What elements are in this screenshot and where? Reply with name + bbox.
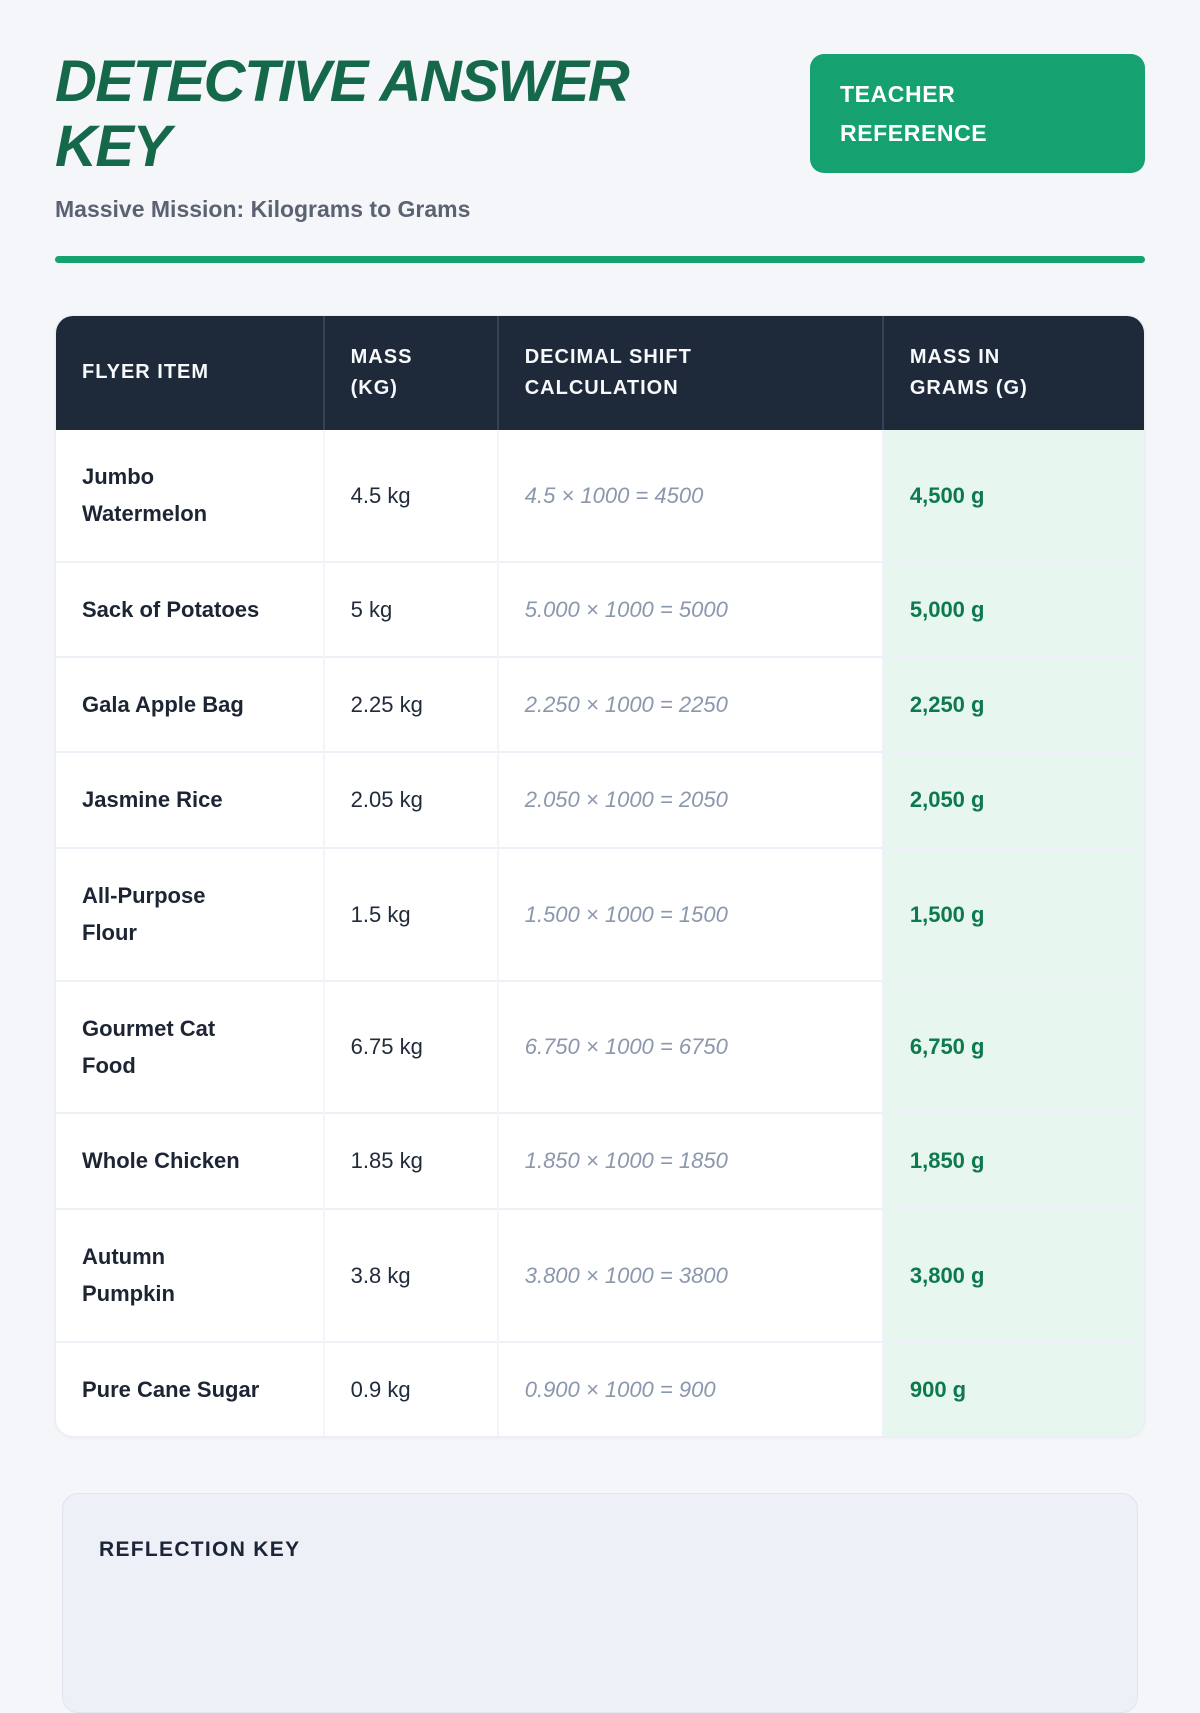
answer-table-header: FLYER ITEM MASS (KG) DECIMAL SHIFT CALCU… [56,315,1144,430]
table-row: All-Purpose Flour 1.5 kg 1.500 × 1000 = … [56,846,1144,981]
column-header-calculation: DECIMAL SHIFT CALCULATION [496,315,883,430]
mass-kg-cell: 4.5 kg [322,429,498,562]
flyer-item-label: Whole Chicken [82,1148,240,1174]
column-header-mass-kg: MASS (KG) [322,315,498,430]
flyer-item-cell: Sack of Potatoes [56,560,324,658]
mass-grams-cell: 4,500 g [881,429,1144,562]
table-row: Jasmine Rice 2.05 kg 2.050 × 1000 = 2050… [56,751,1144,848]
mass-kg-cell: 1.85 kg [322,1112,498,1209]
answer-table: FLYER ITEM MASS (KG) DECIMAL SHIFT CALCU… [56,315,1144,1436]
calculation-cell: 1.500 × 1000 = 1500 [496,846,883,981]
answer-table-container: FLYER ITEM MASS (KG) DECIMAL SHIFT CALCU… [55,314,1145,1437]
teacher-reference-badge: TEACHER REFERENCE [810,54,1145,174]
mass-grams-cell: 5,000 g [881,560,1144,658]
flyer-item-cell: Jumbo Watermelon [56,430,324,562]
mass-grams-cell: 1,850 g [881,1112,1144,1209]
mass-grams-cell: 2,050 g [881,751,1144,848]
calculation-cell: 2.250 × 1000 = 2250 [496,656,883,753]
flyer-item-cell: Pure Cane Sugar [56,1340,324,1436]
flyer-item-label: Gourmet Cat Food [82,1015,216,1079]
mass-kg-cell: 0.9 kg [322,1340,498,1436]
table-row: Jumbo Watermelon 4.5 kg 4.5 × 1000 = 450… [56,429,1144,562]
flyer-item-label: Gala Apple Bag [82,692,244,718]
calculation-cell: 4.5 × 1000 = 4500 [496,429,883,562]
column-header-flyer-item: FLYER ITEM [56,315,324,430]
column-header-flyer-item-label: FLYER ITEM [82,361,210,384]
calculation-cell: 3.800 × 1000 = 3800 [496,1207,883,1342]
column-header-mass-grams: MASS IN GRAMS (G) [881,315,1144,430]
flyer-item-label: Jasmine Rice [82,787,223,813]
page-subtitle: Massive Mission: Kilograms to Grams [55,195,471,222]
reflection-section: REFLECTION KEY [62,1492,1138,1713]
flyer-item-label: Autumn Pumpkin [82,1243,175,1307]
column-header-mass-grams-label: MASS IN GRAMS (G) [909,345,1028,399]
mass-grams-cell: 6,750 g [881,979,1144,1114]
header-row: FLYER ITEM MASS (KG) DECIMAL SHIFT CALCU… [56,315,1144,430]
calculation-cell: 2.050 × 1000 = 2050 [496,751,883,848]
page-title: DETECTIVE ANSWER KEY [55,49,630,179]
table-row: Sack of Potatoes 5 kg 5.000 × 1000 = 500… [56,560,1144,658]
flyer-item-label: Jumbo Watermelon [82,463,208,527]
mass-kg-cell: 2.05 kg [322,751,498,848]
table-row: Autumn Pumpkin 3.8 kg 3.800 × 1000 = 380… [56,1207,1144,1342]
mass-grams-cell: 900 g [881,1340,1144,1436]
reflection-heading: REFLECTION KEY [99,1537,301,1561]
flyer-item-cell: Gala Apple Bag [56,656,324,753]
mass-kg-cell: 3.8 kg [322,1207,498,1342]
calculation-cell: 6.750 × 1000 = 6750 [496,979,883,1114]
column-header-calculation-label: DECIMAL SHIFT CALCULATION [524,345,692,399]
mass-grams-cell: 1,500 g [881,846,1144,981]
mass-kg-cell: 5 kg [322,560,498,658]
flyer-item-cell: Whole Chicken [56,1112,324,1209]
table-row: Pure Cane Sugar 0.9 kg 0.900 × 1000 = 90… [56,1340,1144,1436]
calculation-cell: 0.900 × 1000 = 900 [496,1340,883,1436]
header: DETECTIVE ANSWER KEY TEACHER REFERENCE [55,49,1145,180]
flyer-item-label: Pure Cane Sugar [82,1376,260,1402]
flyer-item-cell: Gourmet Cat Food [56,979,324,1114]
calculation-cell: 5.000 × 1000 = 5000 [496,560,883,658]
answer-table-body: Jumbo Watermelon 4.5 kg 4.5 × 1000 = 450… [56,429,1144,1436]
table-row: Whole Chicken 1.85 kg 1.850 × 1000 = 185… [56,1112,1144,1209]
mass-kg-cell: 6.75 kg [322,979,498,1114]
flyer-item-cell: Autumn Pumpkin [56,1207,324,1342]
answer-key-page: DETECTIVE ANSWER KEY TEACHER REFERENCE M… [55,0,1145,1713]
column-header-mass-kg-label: MASS (KG) [350,345,413,399]
flyer-item-cell: Jasmine Rice [56,751,324,848]
mass-kg-cell: 2.25 kg [322,656,498,753]
calculation-cell: 1.850 × 1000 = 1850 [496,1112,883,1209]
flyer-item-label: All-Purpose Flour [82,882,206,946]
mass-kg-cell: 1.5 kg [322,846,498,981]
table-row: Gourmet Cat Food 6.75 kg 6.750 × 1000 = … [56,979,1144,1114]
table-row: Gala Apple Bag 2.25 kg 2.250 × 1000 = 22… [56,656,1144,753]
flyer-item-label: Sack of Potatoes [82,596,260,622]
divider-rule [55,255,1145,263]
mass-grams-cell: 2,250 g [881,656,1144,753]
flyer-item-cell: All-Purpose Flour [56,846,324,981]
teacher-reference-badge-label: TEACHER REFERENCE [840,81,988,146]
mass-grams-cell: 3,800 g [881,1207,1144,1342]
